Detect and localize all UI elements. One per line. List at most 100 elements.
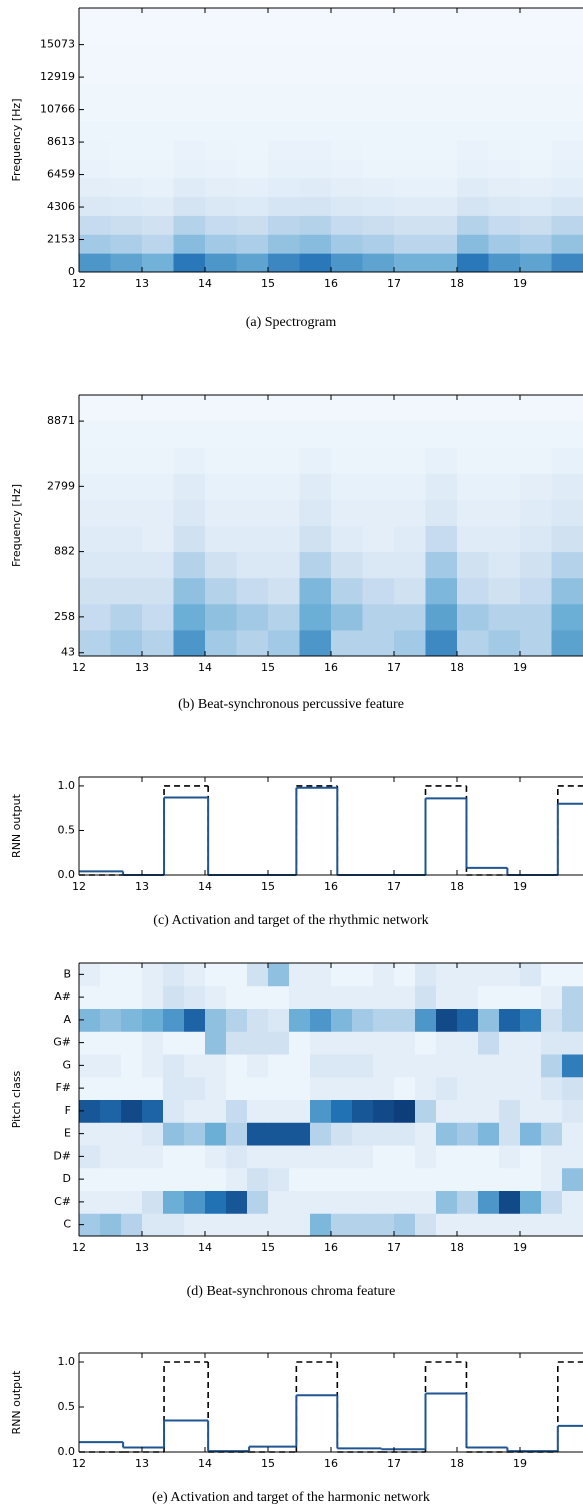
caption: (e) Activation and target of the harmoni… bbox=[152, 1490, 430, 1505]
heatmap-cell bbox=[478, 1054, 500, 1078]
heatmap-cell bbox=[425, 577, 458, 605]
heatmap-cell bbox=[394, 963, 416, 987]
heatmap-cell bbox=[362, 83, 395, 103]
heatmap-cell bbox=[110, 83, 143, 103]
heatmap-cell bbox=[457, 473, 489, 500]
heatmap-cell bbox=[331, 1054, 353, 1078]
heatmap-cell bbox=[79, 1145, 101, 1169]
heatmap-cell bbox=[415, 1167, 437, 1191]
heatmap-cell bbox=[562, 1167, 583, 1191]
heatmap-cell bbox=[520, 551, 552, 579]
heatmap-cell bbox=[488, 629, 521, 657]
heatmap-cell bbox=[173, 447, 206, 474]
heatmap-cell bbox=[142, 140, 174, 160]
heatmap-cell bbox=[236, 447, 269, 474]
heatmap-cell bbox=[163, 1076, 185, 1100]
heatmap-cell bbox=[362, 551, 395, 579]
heatmap-cell bbox=[457, 1008, 479, 1032]
heatmap-cell bbox=[310, 1167, 332, 1191]
x-tick-label: 14 bbox=[198, 277, 212, 290]
heatmap-cell bbox=[205, 629, 237, 657]
heatmap-cell bbox=[268, 26, 300, 47]
heatmap-cell bbox=[488, 525, 521, 553]
heatmap-cell bbox=[79, 395, 111, 422]
x-tick-label: 13 bbox=[135, 1457, 149, 1470]
heatmap-cell bbox=[394, 1167, 416, 1191]
heatmap-cell bbox=[331, 603, 363, 631]
heatmap-cell bbox=[236, 629, 269, 657]
heatmap-cell bbox=[226, 1190, 248, 1214]
heatmap-cell bbox=[121, 1031, 143, 1055]
heatmap-cell bbox=[226, 1122, 248, 1146]
heatmap-cell bbox=[457, 603, 489, 631]
heatmap-cell bbox=[562, 1054, 583, 1078]
heatmap-cell bbox=[457, 102, 489, 122]
heatmap-cell bbox=[457, 1122, 479, 1146]
heatmap-cell bbox=[173, 102, 206, 122]
heatmap-cell bbox=[488, 158, 521, 179]
heatmap-cell bbox=[488, 421, 521, 448]
heatmap-cell bbox=[457, 158, 489, 179]
heatmap-cell bbox=[247, 1145, 269, 1169]
heatmap-cell bbox=[425, 253, 458, 273]
heatmap-cell bbox=[331, 253, 363, 273]
y-tick-label: D bbox=[63, 1172, 71, 1185]
heatmap-cell bbox=[268, 577, 300, 605]
heatmap-cell bbox=[110, 629, 143, 657]
y-tick-label: 0.5 bbox=[58, 1400, 76, 1413]
heatmap-cell bbox=[173, 8, 206, 28]
heatmap-cell bbox=[236, 525, 269, 553]
heatmap-cell bbox=[268, 1167, 290, 1191]
heatmap-cell bbox=[247, 1122, 269, 1146]
heatmap-cell bbox=[79, 1076, 101, 1100]
heatmap-cell bbox=[142, 1213, 164, 1237]
heatmap-cell bbox=[289, 1122, 311, 1146]
heatmap-cell bbox=[415, 985, 437, 1009]
heatmap-cell bbox=[488, 603, 521, 631]
heatmap-cell bbox=[499, 1145, 521, 1169]
heatmap-cell bbox=[362, 8, 395, 28]
heatmap-cell bbox=[541, 1054, 563, 1078]
x-tick-label: 17 bbox=[387, 880, 401, 893]
heatmap-cell bbox=[205, 1099, 227, 1123]
x-tick-label: 17 bbox=[387, 277, 401, 290]
heatmap-cell bbox=[79, 1054, 101, 1078]
heatmap-cell bbox=[268, 1190, 290, 1214]
heatmap-cell bbox=[142, 447, 174, 474]
heatmap-cell bbox=[79, 234, 111, 254]
heatmap-cell bbox=[142, 26, 174, 47]
heatmap-cell bbox=[236, 196, 269, 216]
y-tick-label: 8871 bbox=[47, 414, 75, 427]
heatmap-cell bbox=[362, 253, 395, 273]
heatmap-cell bbox=[226, 1076, 248, 1100]
heatmap-cell bbox=[247, 1167, 269, 1191]
heatmap-cell bbox=[100, 1145, 122, 1169]
heatmap-cell bbox=[541, 1031, 563, 1055]
heatmap-cell bbox=[184, 985, 206, 1009]
heatmap-cell bbox=[331, 525, 363, 553]
heatmap-cell bbox=[310, 1145, 332, 1169]
y-tick-label: E bbox=[64, 1127, 71, 1140]
heatmap-cell bbox=[551, 8, 583, 28]
heatmap-cell bbox=[299, 102, 332, 122]
heatmap-cell bbox=[310, 1213, 332, 1237]
heatmap-cell bbox=[79, 577, 111, 605]
heatmap-cell bbox=[100, 1122, 122, 1146]
heatmap-cell bbox=[163, 1031, 185, 1055]
heatmap-cell bbox=[236, 45, 269, 66]
heatmap-cell bbox=[142, 1031, 164, 1055]
heatmap-cell bbox=[520, 177, 552, 198]
heatmap-cell bbox=[100, 1008, 122, 1032]
y-tick-label: C# bbox=[54, 1195, 71, 1208]
heatmap-cell bbox=[457, 196, 489, 216]
heatmap-cell bbox=[562, 1031, 583, 1055]
heatmap-cell bbox=[520, 64, 552, 84]
x-tick-label: 18 bbox=[450, 661, 464, 674]
x-tick-label: 17 bbox=[387, 1241, 401, 1254]
heatmap-cell bbox=[205, 1054, 227, 1078]
heatmap-cell bbox=[352, 1099, 374, 1123]
heatmap-cell bbox=[79, 140, 111, 160]
heatmap-cell bbox=[488, 234, 521, 254]
heatmap-cell bbox=[478, 1122, 500, 1146]
heatmap-cell bbox=[163, 1190, 185, 1214]
